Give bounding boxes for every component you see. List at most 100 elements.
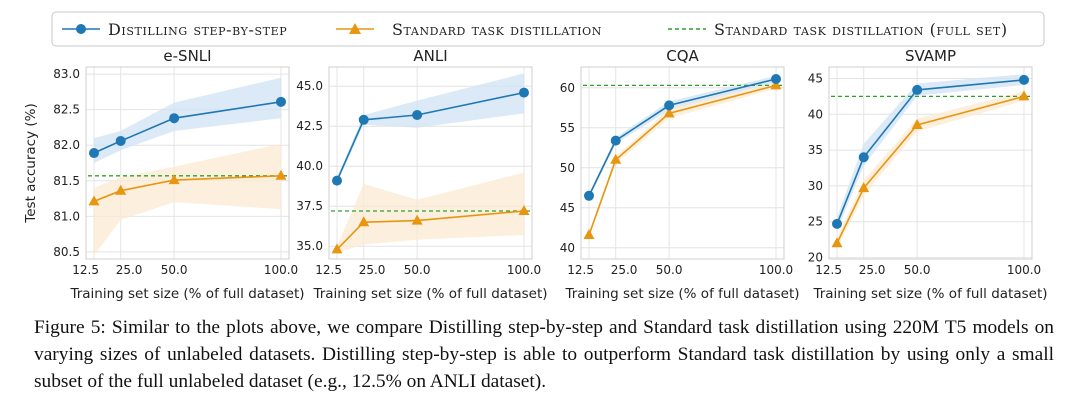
panel-title: ANLI	[413, 47, 447, 65]
chart-panels: 80.5 81.0 81.5 82.0 82.5 83.0 12.5 25.0 50.0 100.…	[23, 47, 1048, 302]
legend-label-fullset: Standard task distillation (full set)	[714, 20, 1008, 39]
data-point-standard	[518, 205, 530, 215]
data-point-standard	[610, 153, 622, 164]
y-tick-label: 20	[808, 251, 823, 265]
y-tick-label: 60	[560, 81, 575, 95]
series-line-distill	[588, 78, 777, 197]
legend-box	[51, 11, 1045, 47]
y-tick-label: 35	[808, 143, 823, 157]
data-point-distill	[664, 100, 675, 111]
y-tick-label: 40	[560, 241, 575, 255]
x-tick-label: 12.5	[315, 263, 342, 277]
confidence-band-distill	[589, 75, 776, 199]
confidence-band-standard	[589, 82, 776, 238]
x-tick-label: 12.5	[72, 263, 99, 277]
figure-caption: Figure 5: Similar to the plots above, we…	[34, 317, 1054, 392]
chart-panel-3: 20 25 30 35 40 45 12.5 25.0 50.0 100.0 SVAMP Traini…	[808, 47, 1048, 302]
y-tick-label: 37.5	[296, 199, 323, 213]
y-tick-label: 81.5	[53, 174, 80, 188]
y-tick-label: 30	[808, 179, 823, 193]
data-point-standard	[858, 182, 870, 193]
x-tick-label: 50.0	[904, 263, 931, 277]
series-line-distill	[336, 91, 525, 181]
data-point-distill	[858, 152, 869, 163]
data-point-standard	[583, 229, 595, 239]
legend-label-distill: Distilling step-by-step	[108, 20, 287, 39]
x-tick-label: 12.5	[815, 263, 842, 277]
data-point-standard	[115, 184, 127, 195]
x-axis-label: Training set size (% of full dataset)	[812, 286, 1047, 302]
panel-title: SVAMP	[905, 47, 956, 65]
x-tick-label: 50.0	[161, 263, 188, 277]
x-axis-label: Training set size (% of full dataset)	[312, 286, 547, 302]
series-line-standard	[836, 95, 1025, 244]
data-point-distill	[276, 96, 286, 107]
figure-charts: Distilling step-by-step Standard task di…	[23, 11, 1048, 302]
y-tick-label: 35.0	[296, 239, 323, 253]
y-tick-label: 81.0	[53, 209, 80, 223]
plot-frame	[580, 66, 785, 260]
y-tick-label: 45	[560, 201, 575, 215]
data-point-standard	[88, 195, 100, 206]
series-line-standard	[336, 210, 525, 250]
confidence-band-standard	[837, 91, 1024, 249]
data-point-distill	[771, 74, 781, 84]
data-point-distill	[358, 114, 369, 125]
y-tick-label: 42.5	[296, 119, 323, 133]
data-point-standard	[411, 214, 423, 225]
legend-marker-standard	[349, 23, 361, 34]
y-tick-label: 40.0	[296, 159, 323, 173]
legend-label-standard: Standard task distillation	[392, 20, 602, 39]
x-tick-label: 100.0	[1007, 263, 1041, 277]
x-tick-label: 100.0	[264, 263, 298, 277]
plot-frame	[328, 66, 533, 260]
panel-title: e-SNLI	[163, 47, 211, 65]
y-tick-label: 80.5	[53, 245, 80, 259]
data-point-distill	[412, 110, 423, 120]
series-line-standard	[588, 84, 777, 236]
x-tick-label: 25.0	[116, 263, 143, 277]
y-tick-label: 82.5	[53, 103, 80, 117]
x-tick-label: 25.0	[359, 263, 386, 277]
data-point-distill	[519, 87, 529, 98]
data-point-distill	[115, 135, 126, 146]
confidence-band-distill	[94, 77, 281, 163]
data-point-distill	[89, 148, 99, 159]
chart-panel-0: 80.5 81.0 81.5 82.0 82.5 83.0 12.5 25.0 50.0 100.…	[23, 47, 305, 302]
data-point-standard	[275, 169, 287, 180]
data-point-distill	[1019, 74, 1029, 85]
x-axis-label: Training set size (% of full dataset)	[69, 286, 304, 302]
x-tick-label: 100.0	[759, 263, 793, 277]
data-point-distill	[832, 218, 842, 229]
data-point-standard	[331, 243, 343, 254]
x-tick-label: 25.0	[611, 263, 638, 277]
data-point-standard	[168, 174, 180, 185]
x-tick-label: 25.0	[859, 263, 886, 277]
data-point-standard	[1018, 90, 1030, 101]
data-point-standard	[770, 79, 782, 90]
series-line-distill	[836, 79, 1025, 225]
plot-frame	[85, 66, 290, 260]
data-point-standard	[831, 237, 843, 248]
data-point-standard	[911, 119, 923, 130]
panel-title: CQA	[666, 47, 699, 65]
confidence-band-standard	[94, 143, 281, 256]
x-tick-label: 50.0	[404, 263, 431, 277]
y-tick-label: 40	[808, 107, 823, 121]
y-tick-label: 82.0	[53, 138, 80, 152]
data-point-standard	[663, 107, 675, 118]
legend-marker-distill	[76, 24, 86, 34]
confidence-band-standard	[337, 172, 524, 253]
data-point-distill	[169, 113, 180, 124]
series-line-distill	[93, 101, 282, 154]
x-tick-label: 100.0	[507, 263, 541, 277]
x-axis-label: Training set size (% of full dataset)	[564, 286, 799, 302]
data-point-distill	[332, 175, 342, 186]
y-tick-label: 25	[808, 215, 823, 229]
data-point-distill	[584, 190, 594, 201]
chart-panel-1: 35.0 37.5 40.0 42.5 45.0 12.5 25.0 50.0 100.0 ANL…	[296, 47, 547, 302]
y-tick-label: 45	[808, 71, 823, 85]
y-tick-label: 83.0	[53, 67, 80, 81]
legend: Distilling step-by-step Standard task di…	[51, 11, 1045, 47]
plot-frame	[828, 66, 1033, 260]
